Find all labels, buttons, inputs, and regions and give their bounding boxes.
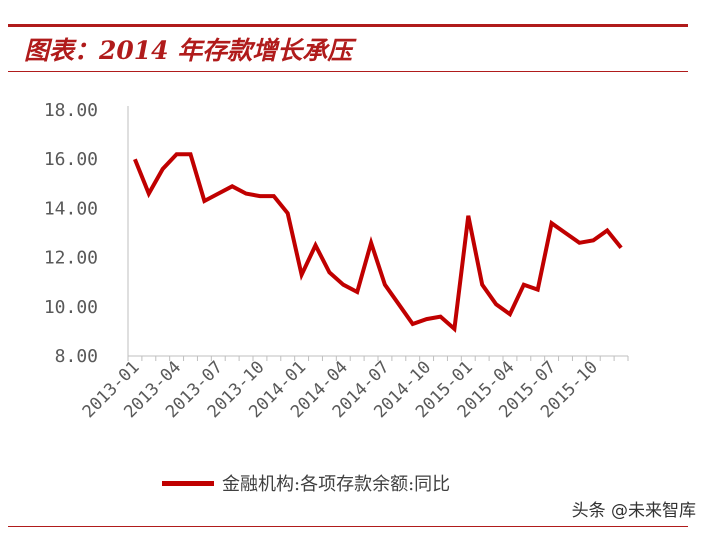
y-tick-label: 18.00	[44, 100, 98, 121]
line-chart: 8.00 10.00 12.00 14.00 16.00 18.00 2013-01201…	[44, 100, 629, 422]
y-axis: 8.00 10.00 12.00 14.00 16.00 18.00	[44, 100, 129, 367]
y-tick-label: 12.00	[44, 248, 98, 269]
y-tick-label: 10.00	[44, 297, 98, 318]
bottom-rule	[8, 526, 688, 527]
series-line	[133, 152, 623, 333]
legend-swatch	[162, 480, 214, 486]
legend-label: 金融机构:各项存款余额:同比	[222, 474, 451, 495]
y-tick-label: 8.00	[55, 346, 98, 367]
chart-title: 图表：2014 年存款增长承压	[24, 36, 353, 65]
x-axis: 2013-012013-042013-072013-102014-012014-…	[79, 355, 629, 422]
watermark: 头条 @未来智库	[571, 501, 696, 521]
y-tick-label: 14.00	[44, 198, 98, 219]
legend: 金融机构:各项存款余额:同比	[162, 470, 450, 496]
series-layer	[133, 152, 623, 333]
y-tick-label: 16.00	[44, 149, 98, 170]
title-rule	[8, 71, 688, 72]
top-rule	[8, 24, 688, 27]
